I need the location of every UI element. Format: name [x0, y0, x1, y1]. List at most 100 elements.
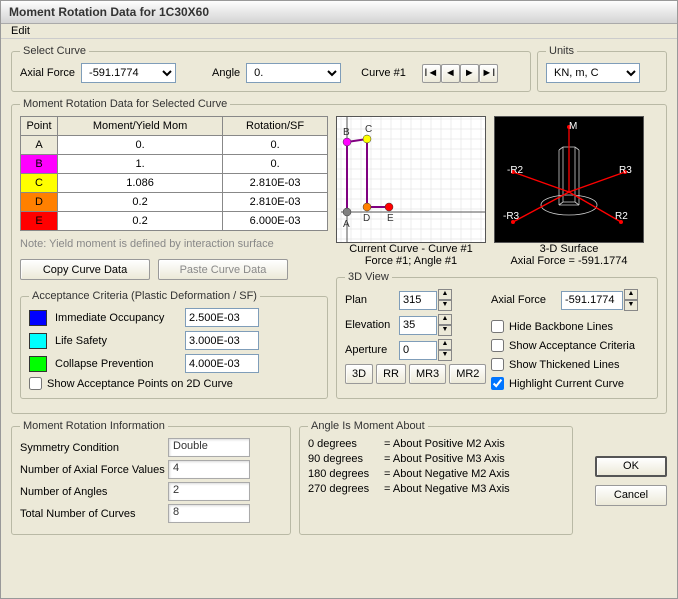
- angle-value: = About Positive M2 Axis: [384, 438, 505, 450]
- nav-prev-button[interactable]: ◄: [441, 64, 460, 83]
- acceptance-input[interactable]: [185, 308, 259, 327]
- hide-backbone-checkbox[interactable]: [491, 320, 504, 333]
- moment-cell[interactable]: 0.2: [58, 212, 223, 231]
- af-down[interactable]: ▼: [624, 300, 638, 311]
- table-row[interactable]: E0.26.000E-03: [21, 212, 328, 231]
- title-bar: Moment Rotation Data for 1C30X60: [1, 1, 677, 24]
- menu-bar: Edit: [1, 24, 677, 39]
- copy-curve-button[interactable]: Copy Curve Data: [20, 259, 150, 280]
- swatch: [29, 310, 47, 326]
- table-row[interactable]: D0.22.810E-03: [21, 193, 328, 212]
- aper-label: Aperture: [345, 344, 395, 356]
- rotation-cell[interactable]: 2.810E-03: [223, 174, 328, 193]
- rotation-cell[interactable]: 2.810E-03: [223, 193, 328, 212]
- menu-edit[interactable]: Edit: [7, 23, 34, 39]
- ok-button[interactable]: OK: [595, 456, 667, 477]
- moment-cell[interactable]: 1.086: [58, 174, 223, 193]
- content-area: Select Curve Axial Force -591.1774 Angle…: [1, 39, 677, 598]
- acceptance-row: Collapse Prevention: [29, 354, 319, 373]
- acceptance-row: Immediate Occupancy: [29, 308, 319, 327]
- btn-mr3[interactable]: MR3: [409, 364, 446, 384]
- aper-input[interactable]: [399, 341, 437, 360]
- current-curve-caption2: Force #1; Angle #1: [336, 255, 486, 267]
- surface-caption1: 3-D Surface: [494, 243, 644, 255]
- point-cell: E: [21, 212, 58, 231]
- angle-key: 90 degrees: [308, 453, 384, 465]
- axial-force-3d-input[interactable]: [561, 291, 623, 310]
- point-cell: D: [21, 193, 58, 212]
- moment-cell[interactable]: 0.: [58, 136, 223, 155]
- table-row[interactable]: B1.0.: [21, 155, 328, 174]
- elev-up[interactable]: ▲: [438, 314, 452, 325]
- btn-mr2[interactable]: MR2: [449, 364, 486, 384]
- moment-cell[interactable]: 0.2: [58, 193, 223, 212]
- svg-text:E: E: [387, 213, 394, 224]
- acceptance-criteria-group: Acceptance Criteria (Plastic Deformation…: [20, 290, 328, 399]
- select-curve-legend: Select Curve: [20, 45, 89, 57]
- info-value: 4: [168, 460, 250, 479]
- rotation-cell[interactable]: 6.000E-03: [223, 212, 328, 231]
- highlight-curve-checkbox[interactable]: [491, 377, 504, 390]
- info-value: 2: [168, 482, 250, 501]
- angle-value: = About Positive M3 Axis: [384, 453, 505, 465]
- acceptance-legend: Acceptance Criteria (Plastic Deformation…: [29, 290, 260, 302]
- mr-data-legend: Moment Rotation Data for Selected Curve: [20, 98, 230, 110]
- swatch: [29, 333, 47, 349]
- plan-input[interactable]: [399, 291, 437, 310]
- elev-input[interactable]: [399, 316, 437, 335]
- svg-text:C: C: [365, 124, 372, 135]
- acceptance-input[interactable]: [185, 354, 259, 373]
- aper-up[interactable]: ▲: [438, 339, 452, 350]
- info-key: Total Number of Curves: [20, 508, 168, 520]
- show-acceptance-points-checkbox[interactable]: [29, 377, 42, 390]
- col-moment: Moment/Yield Mom: [58, 117, 223, 136]
- hide-backbone-label: Hide Backbone Lines: [509, 321, 613, 333]
- acceptance-label: Immediate Occupancy: [55, 312, 177, 324]
- angle-value: = About Negative M3 Axis: [384, 483, 510, 495]
- angle-label: Angle: [212, 67, 240, 79]
- dialog-window: Moment Rotation Data for 1C30X60 Edit Se…: [0, 0, 678, 599]
- nav-next-button[interactable]: ►: [460, 64, 479, 83]
- svg-text:M: M: [569, 121, 577, 132]
- af-up[interactable]: ▲: [624, 289, 638, 300]
- thick-lines-checkbox[interactable]: [491, 358, 504, 371]
- btn-3d[interactable]: 3D: [345, 364, 373, 384]
- btn-rr[interactable]: RR: [376, 364, 406, 384]
- angle-about-group: Angle Is Moment About 0 degrees= About P…: [299, 420, 573, 535]
- moment-cell[interactable]: 1.: [58, 155, 223, 174]
- nav-last-button[interactable]: ►I: [479, 64, 498, 83]
- units-legend: Units: [546, 45, 577, 57]
- plan-down[interactable]: ▼: [438, 300, 452, 311]
- angle-key: 270 degrees: [308, 483, 384, 495]
- axial-force-label: Axial Force: [20, 67, 75, 79]
- point-cell: C: [21, 174, 58, 193]
- table-row[interactable]: A0.0.: [21, 136, 328, 155]
- rotation-cell[interactable]: 0.: [223, 155, 328, 174]
- col-rotation: Rotation/SF: [223, 117, 328, 136]
- axial-force-3d-label: Axial Force: [491, 294, 557, 306]
- col-point: Point: [21, 117, 58, 136]
- elev-down[interactable]: ▼: [438, 325, 452, 336]
- units-select[interactable]: KN, m, C: [546, 63, 640, 83]
- axial-force-select[interactable]: -591.1774: [81, 63, 176, 83]
- angle-about-legend: Angle Is Moment About: [308, 420, 428, 432]
- moment-rotation-data-group: Moment Rotation Data for Selected Curve …: [11, 98, 667, 414]
- info-row: Symmetry ConditionDouble: [20, 438, 282, 457]
- table-row[interactable]: C1.0862.810E-03: [21, 174, 328, 193]
- info-key: Number of Axial Force Values: [20, 464, 168, 476]
- svg-text:A: A: [343, 219, 350, 230]
- cancel-button[interactable]: Cancel: [595, 485, 667, 506]
- info-legend: Moment Rotation Information: [20, 420, 168, 432]
- show-accept-checkbox[interactable]: [491, 339, 504, 352]
- rotation-cell[interactable]: 0.: [223, 136, 328, 155]
- info-value: 8: [168, 504, 250, 523]
- plan-up[interactable]: ▲: [438, 289, 452, 300]
- current-curve-plot: ABCDE: [336, 116, 486, 243]
- angle-value: = About Negative M2 Axis: [384, 468, 510, 480]
- aper-down[interactable]: ▼: [438, 350, 452, 361]
- angle-row: 180 degrees= About Negative M2 Axis: [308, 468, 564, 480]
- nav-first-button[interactable]: I◄: [422, 64, 441, 83]
- acceptance-input[interactable]: [185, 331, 259, 350]
- info-key: Number of Angles: [20, 486, 168, 498]
- angle-select[interactable]: 0.: [246, 63, 341, 83]
